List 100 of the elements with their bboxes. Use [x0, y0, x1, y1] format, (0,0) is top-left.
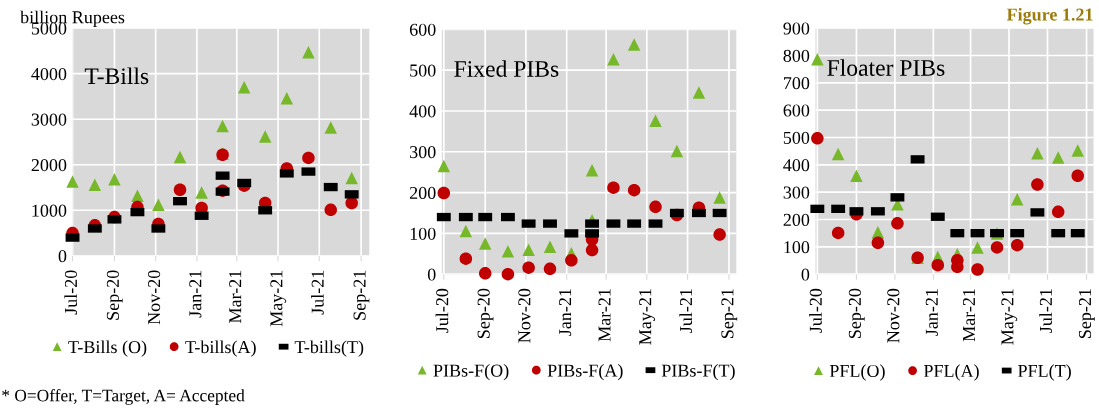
legend-label: PIBs-F(A) — [547, 363, 623, 381]
point — [713, 228, 726, 241]
point — [811, 53, 824, 66]
point — [131, 189, 144, 202]
x-tick-label: Jul-20 — [809, 288, 822, 333]
point — [831, 147, 845, 161]
point — [713, 191, 726, 204]
x-tick-label: Nov-20 — [887, 288, 900, 343]
y-tick-label: 200 — [783, 213, 810, 226]
x-tick-label: Mar-21 — [229, 270, 242, 323]
legend-label: PFL(A) — [923, 364, 979, 381]
x-tick-label: Sep-20 — [848, 288, 865, 339]
y-tick-label: 800 — [783, 49, 810, 62]
point — [670, 144, 684, 158]
point — [871, 236, 885, 249]
point — [692, 86, 706, 99]
point — [585, 163, 599, 177]
point — [607, 52, 620, 66]
y-tick-label: 400 — [409, 105, 436, 118]
x-tick-label: May-21 — [639, 289, 656, 345]
x-tick-label: Mar-21 — [962, 289, 976, 342]
point — [108, 173, 121, 186]
x-tick-label: Mar-21 — [598, 289, 611, 342]
point — [1051, 205, 1065, 219]
text: Fixed PIBs — [454, 60, 559, 77]
point — [216, 119, 229, 133]
x-tick-label: Jan-21 — [925, 289, 938, 336]
y-tick-label: 700 — [784, 77, 810, 90]
point — [585, 243, 599, 257]
point — [543, 240, 557, 254]
x-tick-label: Jul-21 — [1039, 289, 1052, 333]
point — [607, 181, 620, 194]
y-tick-label: 4000 — [31, 67, 67, 81]
y-tick-label: 900 — [783, 22, 810, 35]
point — [931, 258, 945, 272]
point — [237, 81, 251, 94]
point — [831, 226, 845, 240]
point — [437, 186, 451, 200]
x-tick-label: Sep-21 — [1078, 289, 1095, 339]
x-tick-label: Nov-20 — [518, 288, 531, 343]
x-tick-label: Jul-21 — [311, 270, 324, 315]
legend-label: T-Bills (O) — [68, 340, 147, 357]
y-tick-label: 2000 — [31, 159, 67, 172]
y-tick-label: 0 — [801, 268, 810, 281]
point — [1010, 238, 1024, 252]
point — [1031, 178, 1044, 191]
legend-label: PFL(T) — [1018, 364, 1071, 381]
y-tick-label: 400 — [783, 159, 810, 172]
point — [258, 130, 272, 143]
point — [1051, 151, 1065, 164]
point — [88, 178, 102, 192]
x-tick-label: Jan-21 — [559, 289, 572, 336]
point — [195, 186, 208, 199]
point — [324, 121, 337, 134]
point — [66, 175, 79, 188]
legend-label: PFL(O) — [829, 364, 885, 381]
point — [324, 203, 337, 217]
point — [173, 150, 187, 164]
point — [478, 237, 492, 250]
point — [501, 267, 515, 281]
point — [345, 171, 358, 185]
point — [1071, 169, 1084, 183]
y-tick-label: 0 — [427, 268, 436, 281]
y-tick-label: 100 — [410, 227, 436, 240]
point — [811, 132, 824, 145]
x-tick-label: May-21 — [1001, 289, 1018, 345]
point — [649, 114, 662, 128]
y-tick-label: 600 — [409, 23, 436, 36]
x-tick-label: Sep-20 — [106, 270, 123, 320]
x-tick-label: Nov-20 — [148, 270, 161, 325]
y-tick-label: 3000 — [31, 113, 67, 126]
y-tick-label: 0 — [58, 250, 67, 263]
point — [478, 267, 492, 280]
point — [627, 183, 641, 197]
y-tick-label: 200 — [409, 186, 436, 200]
point — [1010, 193, 1024, 206]
legend-label: PIBs-F(O) — [433, 363, 509, 381]
point — [850, 169, 863, 183]
y-tick-label: 300 — [410, 146, 436, 159]
point — [971, 263, 984, 276]
point — [280, 92, 294, 105]
point — [459, 224, 473, 238]
point — [1071, 144, 1084, 157]
y-tick-label: 500 — [410, 64, 436, 77]
x-tick-label: Sep-21 — [353, 270, 370, 320]
point — [522, 243, 535, 256]
point — [971, 241, 984, 254]
point — [173, 183, 187, 197]
point — [891, 217, 904, 230]
point — [565, 254, 578, 267]
text: T-Bills — [84, 67, 149, 85]
point — [152, 198, 165, 212]
x-tick-label: Sep-20 — [477, 288, 494, 339]
legend-label: T-bills(A) — [185, 340, 256, 357]
point — [302, 151, 315, 165]
point — [990, 241, 1004, 254]
y-tick-label: 100 — [784, 241, 810, 254]
point — [522, 261, 535, 274]
text: * O=Offer, T=Target, A= Accepted — [2, 388, 245, 405]
x-tick-label: Sep-21 — [721, 289, 738, 339]
